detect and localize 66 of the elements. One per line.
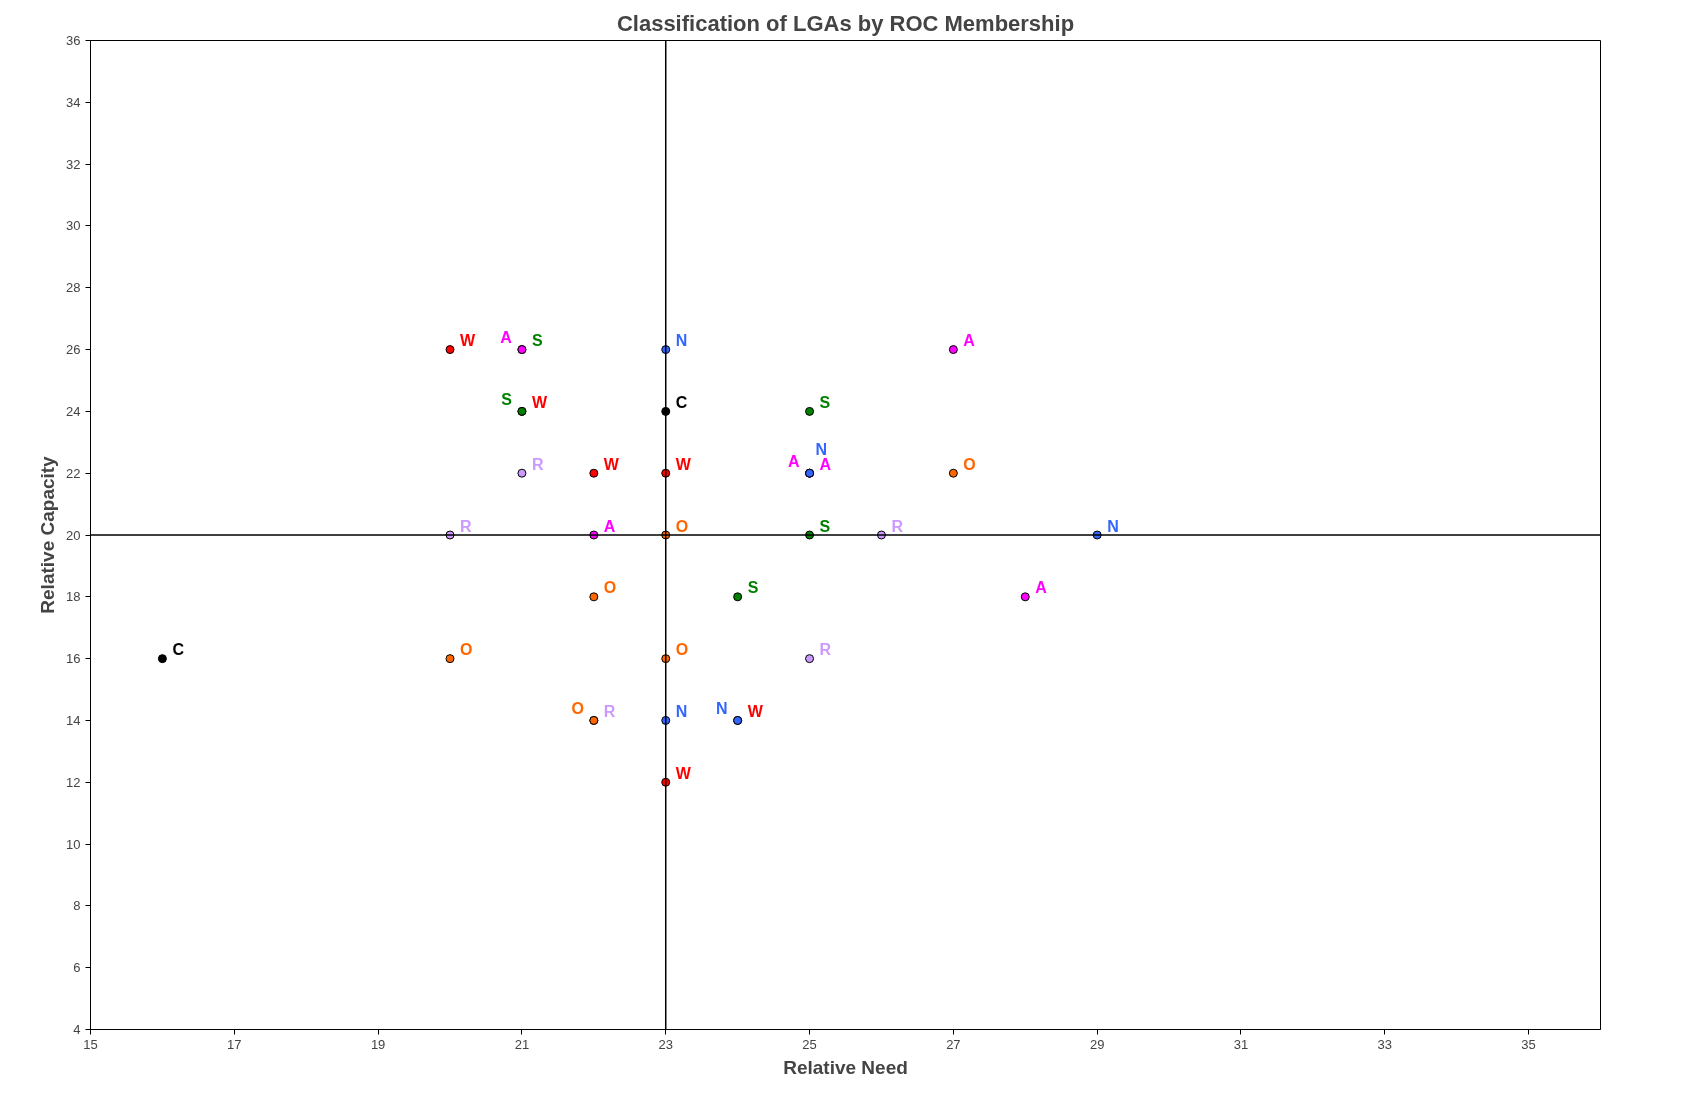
x-tick-label: 27 — [946, 1036, 961, 1052]
text: C — [172, 641, 184, 659]
y-tick-label: 36 — [66, 33, 81, 48]
y-tick-label: 24 — [66, 403, 81, 419]
text: O — [571, 699, 584, 717]
series-label: N — [675, 332, 688, 350]
x-tick-label: 15 — [83, 1036, 98, 1052]
y-tick-label: 10 — [66, 836, 81, 852]
text: W — [603, 455, 619, 473]
text: S — [501, 390, 512, 408]
x-tick-label: 33 — [1377, 1036, 1393, 1052]
text: R — [891, 517, 904, 535]
series-label: W — [460, 332, 477, 350]
y-tick-label: 6 — [73, 960, 81, 976]
y-tick-label: 30 — [66, 218, 81, 234]
text: A — [603, 517, 616, 535]
chart-title: Classification of LGAs by ROC Membership — [616, 10, 1075, 36]
text: O — [675, 517, 689, 535]
y-tick-label: 18 — [66, 589, 81, 605]
y-tick-label: 12 — [66, 774, 81, 790]
y-tick-label: 8 — [73, 898, 81, 914]
x-tick-label: 35 — [1521, 1036, 1536, 1052]
x-tick-label: 21 — [514, 1036, 530, 1052]
text: N — [815, 440, 828, 458]
y-tick-label: 20 — [66, 527, 81, 543]
text: R — [603, 702, 616, 720]
y-tick-label: 26 — [66, 342, 81, 358]
text: S — [819, 393, 831, 411]
y-tick-label: 22 — [66, 465, 81, 481]
text: A — [500, 329, 512, 347]
text: N — [1107, 517, 1119, 535]
x-tick-label: 31 — [1233, 1036, 1249, 1052]
y-tick-label: 34 — [66, 94, 81, 110]
series-label: S — [531, 332, 543, 350]
y-tick-label: 32 — [66, 156, 81, 172]
y-axis-title: Relative Capacity — [37, 455, 59, 614]
text: O — [460, 641, 473, 659]
x-axis-title: Relative Need — [783, 1056, 908, 1078]
series-label: A — [963, 332, 976, 350]
text: A — [1035, 579, 1047, 597]
text: W — [747, 702, 763, 720]
text: A — [787, 452, 800, 470]
text: R — [819, 641, 832, 659]
text: A — [819, 455, 832, 473]
x-tick-label: 23 — [658, 1036, 673, 1052]
text: W — [675, 764, 691, 782]
text: W — [531, 393, 548, 411]
y-tick-label: 16 — [66, 651, 81, 667]
text: O — [603, 579, 617, 597]
y-tick-label: 28 — [66, 280, 81, 296]
x-tick-label: 25 — [802, 1036, 817, 1052]
text: W — [675, 455, 691, 473]
y-tick-label: 14 — [66, 712, 81, 728]
text: S — [819, 517, 831, 535]
x-tick-label: 29 — [1089, 1036, 1105, 1052]
text: N — [716, 699, 728, 717]
text: R — [460, 517, 472, 535]
series-label: R — [531, 455, 544, 473]
series-label: C — [675, 393, 688, 411]
series-label: O — [963, 455, 976, 473]
text: N — [675, 702, 688, 720]
y-tick-label: 4 — [73, 1022, 81, 1037]
x-tick-label: 17 — [227, 1036, 242, 1052]
x-tick-label: 19 — [370, 1036, 386, 1052]
text: O — [675, 641, 689, 659]
text: S — [747, 579, 759, 597]
